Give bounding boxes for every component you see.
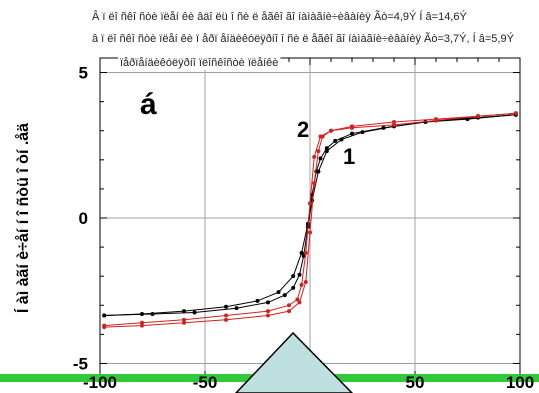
panel-label: á (140, 88, 157, 121)
data-point (102, 313, 107, 318)
y-tick-labels: -5 0 5 (73, 64, 88, 374)
series-layer (102, 111, 518, 330)
data-point (266, 300, 270, 305)
data-point (182, 317, 186, 322)
triangle-marker-icon[interactable] (234, 331, 354, 393)
data-point (140, 323, 144, 328)
curve-label-1: 1 (343, 144, 355, 169)
data-point (301, 253, 306, 258)
data-point (308, 230, 312, 235)
data-point (308, 201, 312, 206)
curve-label-2: 2 (297, 117, 309, 142)
data-point (297, 300, 302, 305)
data-point (266, 313, 270, 318)
data-point (224, 317, 228, 322)
data-point (287, 303, 291, 308)
data-point (299, 282, 304, 287)
data-point (316, 169, 321, 174)
x-tick-label: -100 (83, 373, 117, 392)
data-point (224, 304, 228, 309)
y-axis-label: Í àì àãí è÷åí í î ñòü î òí .åä (13, 123, 32, 313)
data-point (318, 156, 323, 161)
data-point (303, 250, 308, 255)
data-point (392, 122, 396, 127)
data-point (513, 111, 518, 116)
x-tick-labels: -100 -50 50 100 (83, 373, 534, 392)
data-point (392, 120, 396, 124)
data-point (224, 313, 228, 318)
data-point (350, 131, 354, 136)
data-point (287, 309, 291, 314)
data-point (316, 149, 321, 154)
data-point (102, 323, 107, 328)
data-point (182, 309, 186, 314)
data-point (282, 293, 287, 298)
data-point (476, 114, 480, 119)
data-point (234, 306, 239, 311)
series-line (104, 112, 516, 328)
data-point (350, 124, 354, 129)
data-point (291, 285, 296, 290)
annotation-line-2: â ï ëî ñêî ñòè ïëåí êè ï åðï åíäèêóëÿðíî… (92, 32, 515, 45)
data-point (297, 272, 302, 277)
data-point (182, 320, 186, 325)
x-tick-label: 100 (506, 373, 534, 392)
data-point (339, 137, 344, 142)
data-point (318, 134, 323, 139)
y-tick-label: 5 (79, 64, 88, 83)
data-point (276, 290, 281, 295)
data-point (333, 138, 338, 143)
data-point (329, 128, 333, 133)
data-point (434, 117, 438, 122)
data-point (360, 130, 365, 135)
x-tick-label: 50 (406, 373, 425, 392)
data-point (324, 146, 329, 151)
data-point (266, 309, 270, 314)
x-tick-label: -50 (193, 373, 218, 392)
data-point (140, 320, 144, 325)
data-point (255, 298, 260, 303)
data-point (312, 181, 317, 186)
data-point (303, 280, 308, 284)
data-point (295, 297, 300, 302)
y-tick-label: -5 (73, 354, 88, 373)
data-point (291, 274, 296, 279)
annotation-line-1: Â ï ëî ñêî ñòè ïëåí êè âäî ëü î ñè ë åãê… (92, 10, 467, 23)
annotation-line-3: ïåðïåíäèêóëÿðíî ïëîñêîñòè ïëåíêè (120, 57, 278, 69)
grid (100, 58, 520, 378)
data-point (299, 250, 304, 255)
annotation-background (118, 56, 281, 70)
data-point (150, 312, 155, 316)
data-point (192, 310, 197, 315)
series-line (104, 112, 516, 327)
data-point (312, 154, 317, 159)
y-tick-label: 0 (79, 209, 88, 228)
data-point (324, 149, 329, 154)
